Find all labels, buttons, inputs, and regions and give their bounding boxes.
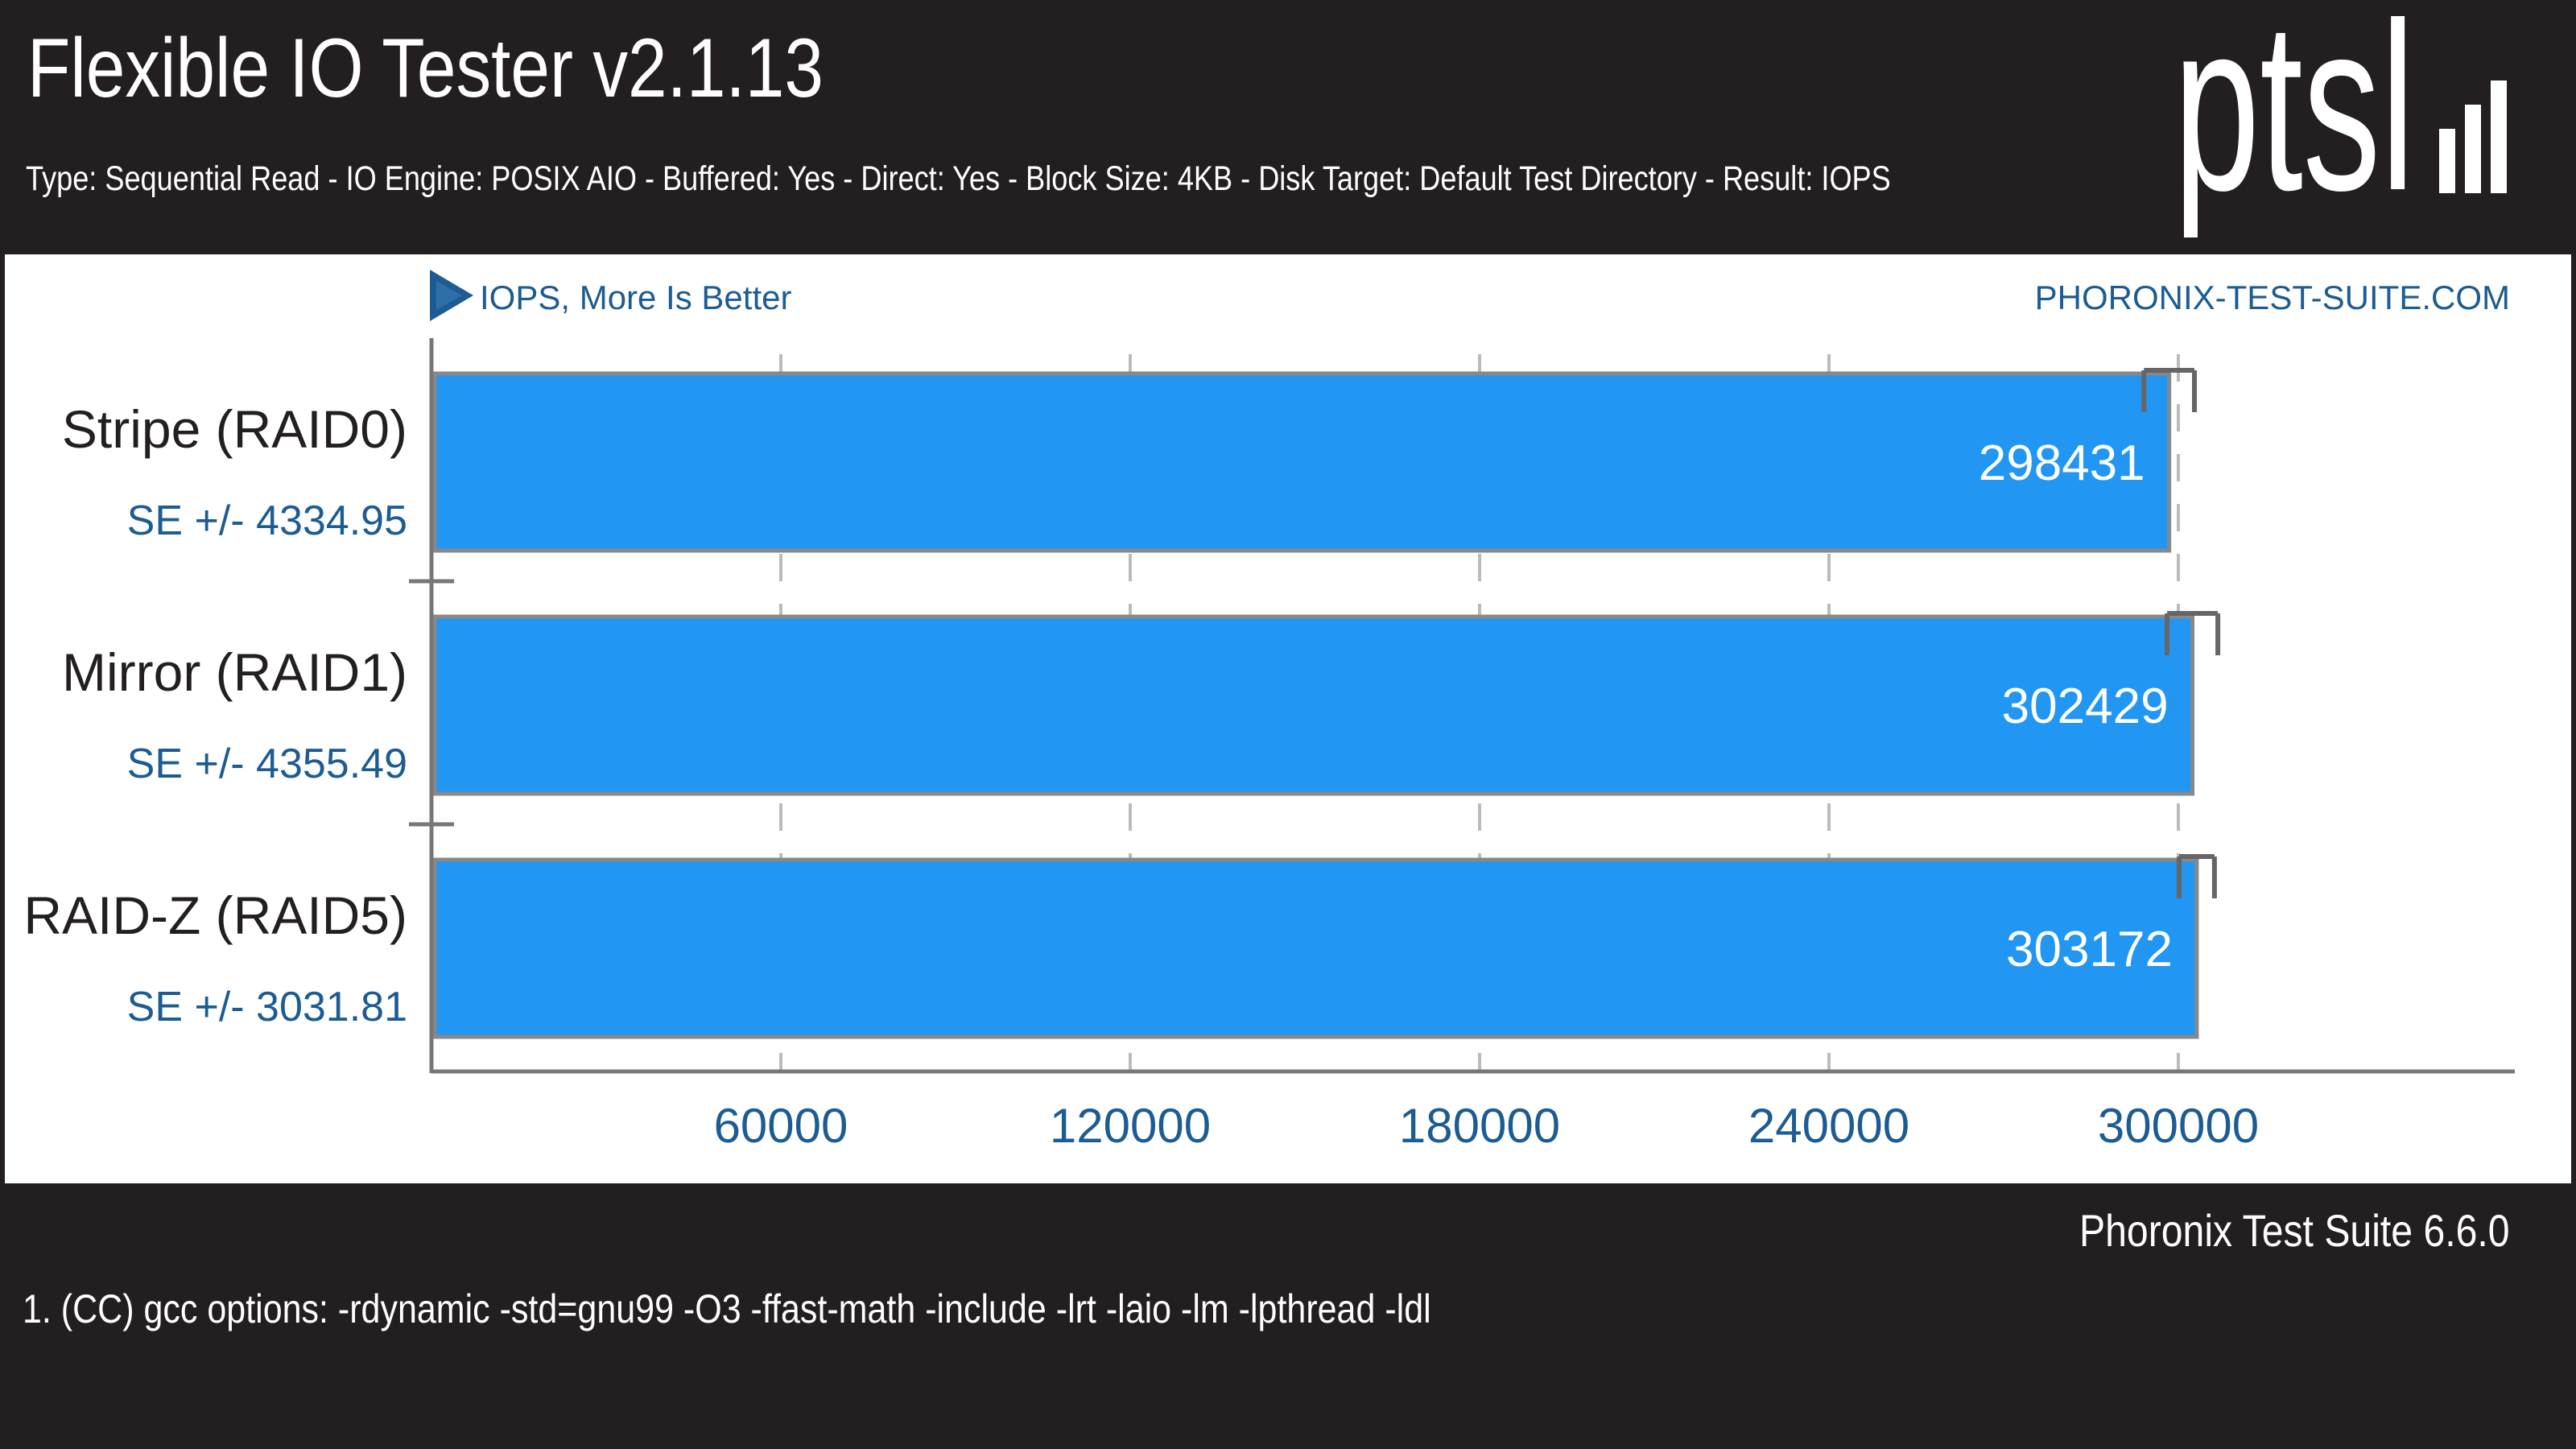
pts-logo-bar-3 — [2491, 80, 2507, 193]
pts-logo-text: ptsl — [2174, 16, 2415, 237]
chart-header: Flexible IO Tester v2.1.13 Type: Sequent… — [0, 0, 2576, 253]
chart-panel: IOPS, More Is Better PHORONIX-TEST-SUITE… — [5, 254, 2571, 1183]
pts-logo-bar-1 — [2439, 129, 2455, 193]
x-tick-label: 60000 — [714, 1099, 848, 1153]
pts-logo-bar-2 — [2465, 105, 2481, 193]
x-tick-label: 240000 — [1748, 1099, 1909, 1153]
error-bar — [2141, 368, 2198, 412]
x-tick-label: 300000 — [2098, 1099, 2259, 1153]
site-label: PHORONIX-TEST-SUITE.COM — [2035, 279, 2510, 316]
bar — [432, 857, 2199, 1039]
axes — [409, 338, 2515, 1074]
se-label: SE +/- 4334.95 — [127, 497, 407, 544]
footnote: 1. (CC) gcc options: -rdynamic -std=gnu9… — [23, 1286, 1431, 1331]
se-label: SE +/- 3031.81 — [127, 984, 407, 1030]
footer-credit: Phoronix Test Suite 6.6.0 — [2079, 1205, 2510, 1256]
bar-value-label: 303172 — [2006, 922, 2173, 977]
bar-value-label: 302429 — [2002, 679, 2169, 734]
error-bar — [2177, 854, 2217, 898]
chart-title: Flexible IO Tester v2.1.13 — [27, 22, 824, 115]
bars — [432, 368, 2221, 1039]
direction-label: IOPS, More Is Better — [480, 279, 791, 316]
se-label: SE +/- 4355.49 — [127, 741, 407, 787]
category-label: Stripe (RAID0) — [62, 399, 407, 459]
x-tick-label: 120000 — [1050, 1099, 1211, 1153]
pts-logo: ptsl — [2174, 16, 2507, 237]
bar — [432, 614, 2195, 796]
category-label: RAID-Z (RAID5) — [23, 886, 407, 945]
bar — [432, 371, 2172, 553]
x-tick-label: 180000 — [1399, 1099, 1560, 1153]
category-label: Mirror (RAID1) — [62, 642, 407, 702]
error-bar — [2165, 611, 2221, 655]
bar-value-label: 298431 — [1979, 436, 2145, 491]
labels: 60000 120000 180000 240000 300000 298431 Strip… — [23, 399, 2259, 1153]
bar-chart: IOPS, More Is Better PHORONIX-TEST-SUITE… — [23, 270, 2515, 1153]
chart-subtitle: Type: Sequential Read - IO Engine: POSIX… — [26, 159, 1891, 198]
play-triangle-icon-inner — [436, 281, 462, 310]
